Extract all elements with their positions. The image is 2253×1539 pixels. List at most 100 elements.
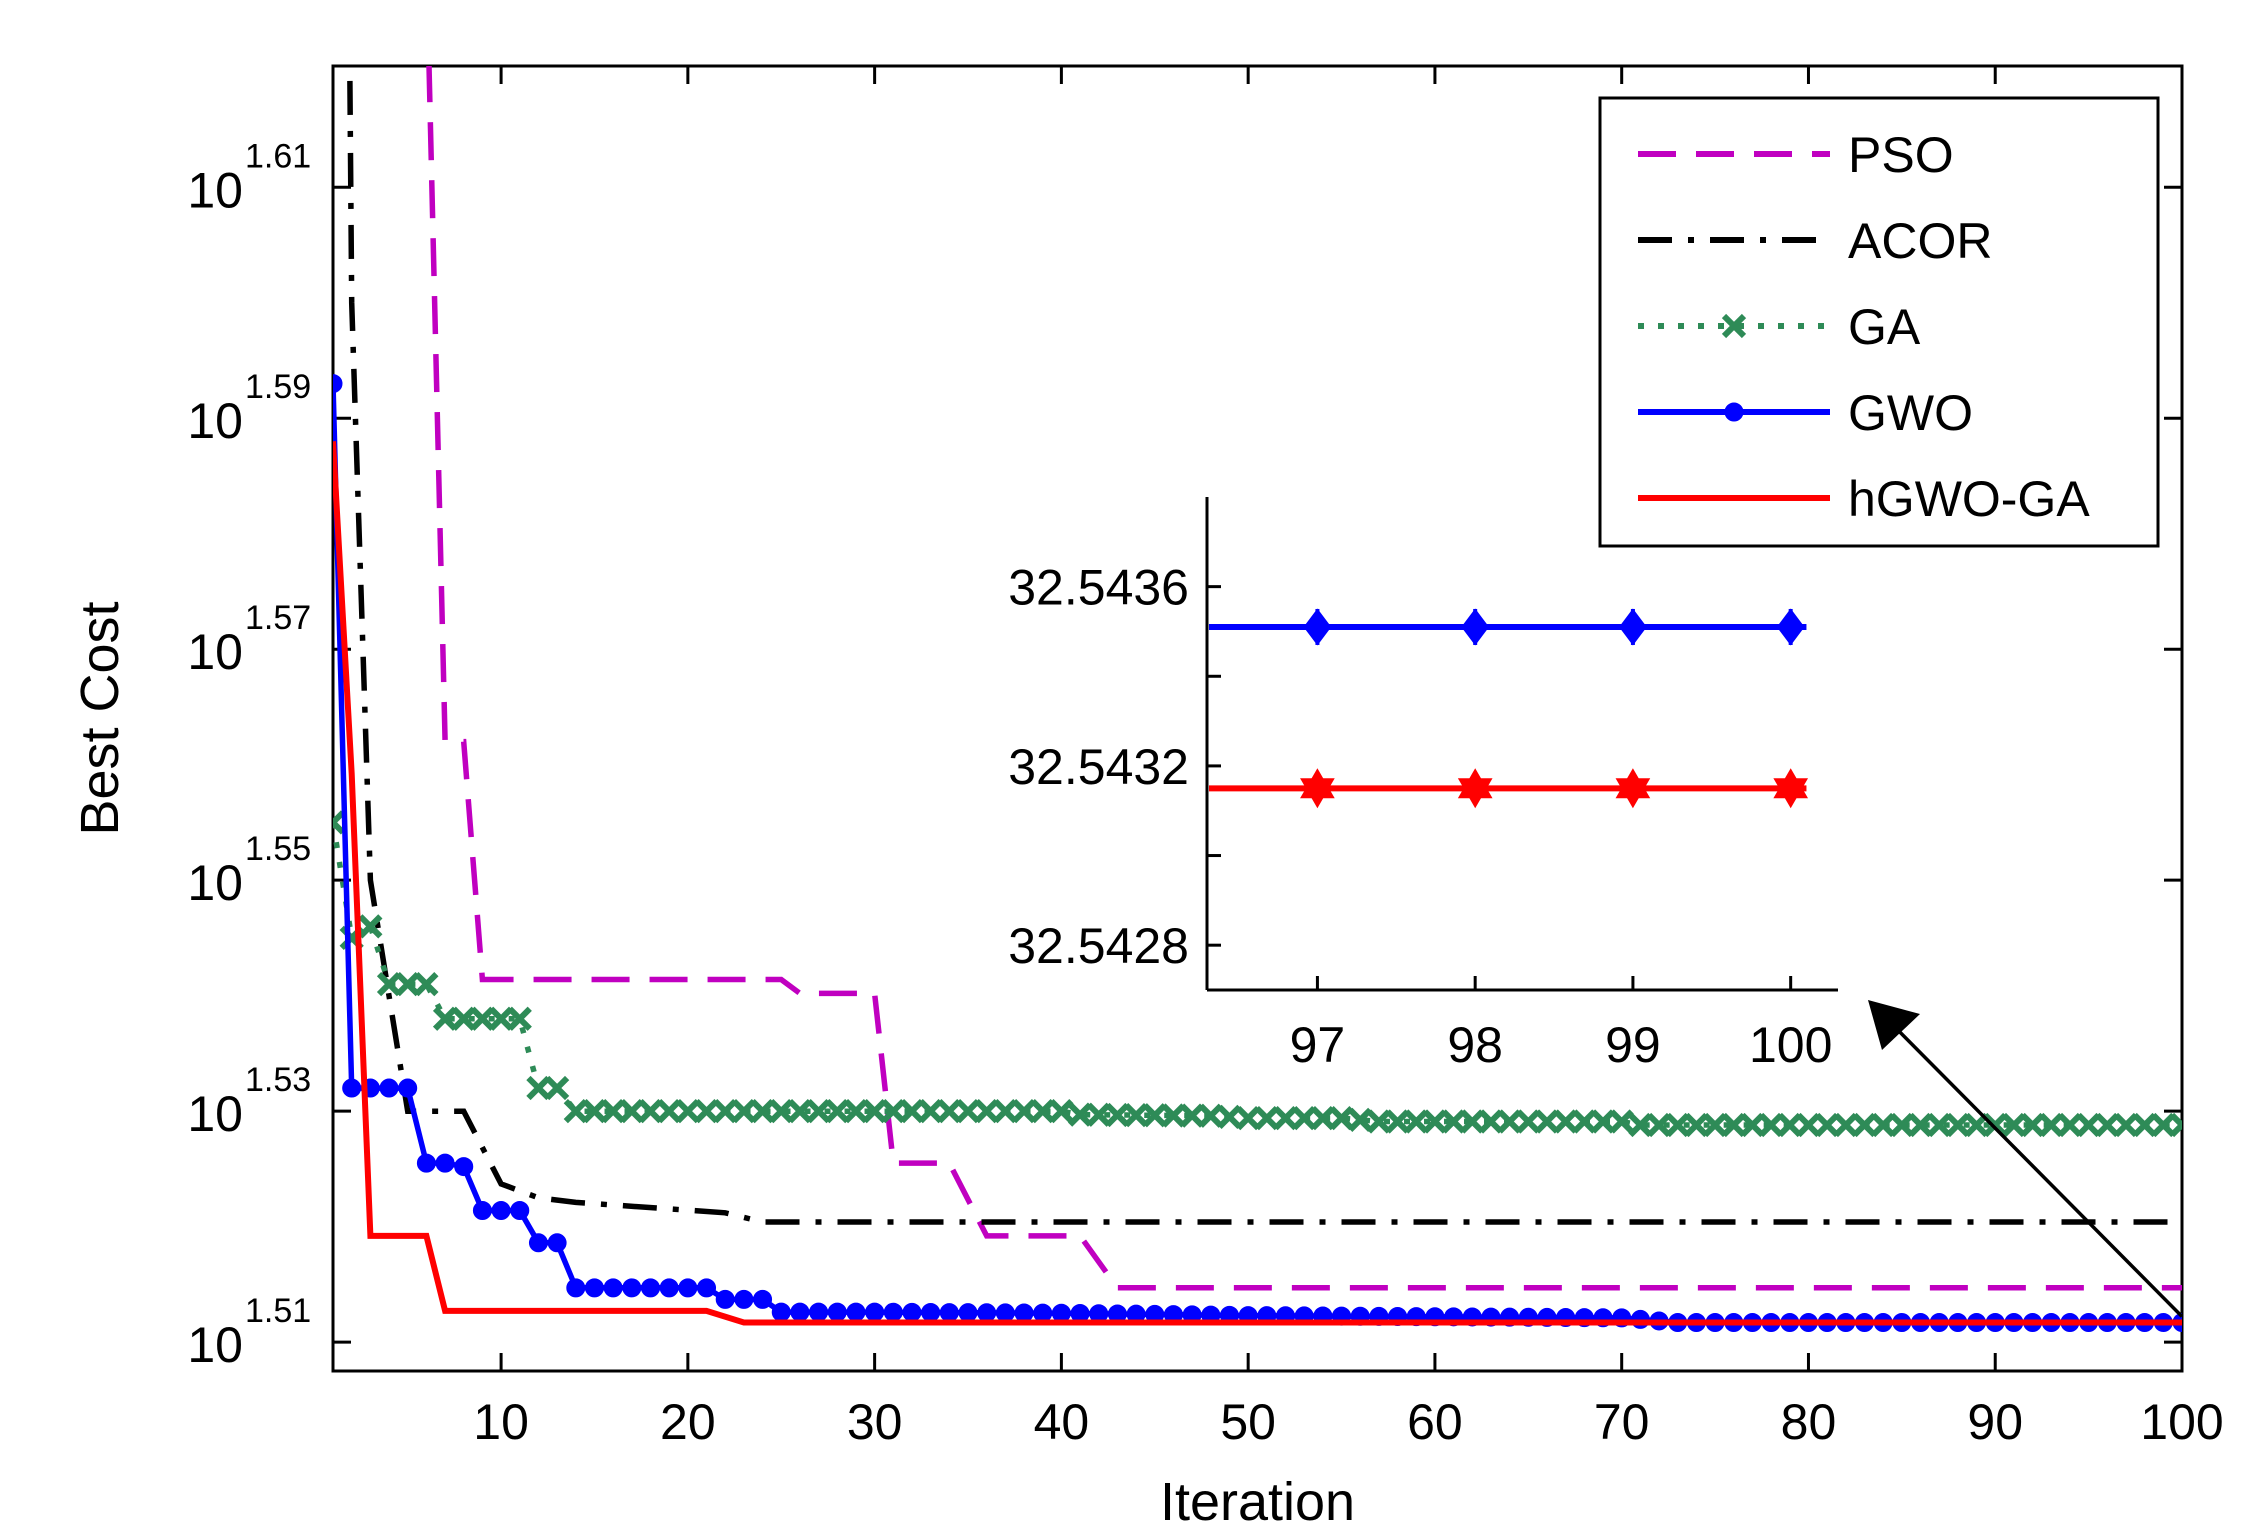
main-plot: 10 20 30 40 50 60 70 80 90 100101.51101.53101.551…: [70, 64, 2224, 1532]
series-marker-ga: [1180, 1103, 1205, 1128]
series-marker-gwo: [995, 1303, 1015, 1323]
inset-pointer-arrow: [1878, 1010, 2184, 1318]
series-marker-gwo: [510, 1200, 530, 1220]
series-marker-ga: [1030, 1099, 1055, 1124]
series-marker-ga: [1348, 1107, 1373, 1132]
series-marker-gwo: [939, 1303, 959, 1323]
series-marker-ga: [1702, 1112, 1728, 1138]
inset-x-tick-label: 100: [1749, 1017, 1832, 1073]
series-marker-gwo: [753, 1289, 773, 1309]
series-marker-ga: [899, 1099, 925, 1124]
series-line-pso: [426, 66, 2182, 1291]
series-marker-gwo: [1033, 1303, 1053, 1323]
series-marker-ga: [1441, 1109, 1466, 1134]
series-marker-ga: [2039, 1112, 2064, 1138]
series-marker-ga: [1983, 1112, 2008, 1138]
x-tick-label: 60: [1407, 1394, 1463, 1450]
series-marker-ga: [619, 1099, 644, 1124]
x-tick-label: 70: [1594, 1394, 1650, 1450]
series-marker-ga: [2132, 1112, 2157, 1138]
series-marker-gwo: [1630, 1309, 1650, 1329]
series-line-acor: [347, 66, 2182, 1225]
series-marker-gwo: [342, 1078, 362, 1098]
series-marker-gwo: [641, 1278, 661, 1298]
series-marker-gwo: [584, 1278, 604, 1298]
series-marker-ga: [395, 971, 420, 997]
series-marker-ga: [376, 971, 402, 997]
y-tick-label: 10: [187, 1086, 243, 1142]
series-marker-ga: [1404, 1109, 1429, 1134]
x-tick-label: 10: [473, 1394, 529, 1450]
y-tick-label: 10: [187, 393, 243, 449]
series-marker-gwo: [902, 1302, 922, 1322]
series-marker-ga: [2151, 1112, 2176, 1138]
series-marker-gwo: [333, 374, 343, 394]
series-marker-ga: [2095, 1112, 2120, 1138]
y-axis-label: Best Cost: [70, 601, 130, 835]
series-marker-ga: [862, 1099, 887, 1124]
series-marker-ga: [1049, 1099, 1074, 1124]
series-marker-ga: [2076, 1112, 2101, 1138]
series-marker-ga: [1142, 1103, 1167, 1128]
series-marker-gwo: [827, 1302, 847, 1322]
y-tick-label: 10: [187, 1317, 243, 1373]
series-marker-gwo: [454, 1157, 474, 1177]
series-marker-ga: [1310, 1105, 1335, 1131]
series-marker-gwo: [528, 1233, 548, 1253]
series-marker-ga: [526, 1075, 551, 1101]
series-marker-ga: [1086, 1102, 1111, 1127]
series-marker-ga: [1796, 1112, 1821, 1138]
series-marker-ga: [1329, 1105, 1354, 1131]
series-marker-ga: [2113, 1112, 2139, 1138]
series-marker-gwo: [715, 1289, 735, 1309]
inset-marker-hgwo-ga: [1457, 778, 1493, 809]
series-marker-ga: [1497, 1109, 1522, 1134]
series-marker-ga: [432, 1006, 458, 1031]
series-marker-gwo: [547, 1233, 567, 1253]
series-marker-ga: [1740, 1112, 1765, 1138]
series-marker-ga: [1067, 1102, 1093, 1127]
series-marker-ga: [1123, 1102, 1149, 1128]
inset-marker-hgwo-ga: [1773, 778, 1809, 809]
series-marker-ga: [563, 1099, 588, 1124]
legend-label-ga: GA: [1848, 299, 1921, 355]
series-marker-ga: [1105, 1102, 1130, 1128]
series-marker-gwo: [435, 1153, 455, 1173]
series-marker-gwo: [379, 1078, 399, 1098]
series-marker-ga: [1777, 1112, 1802, 1138]
legend: PSO ACOR GA GWO hGWO-GA: [1598, 96, 2160, 548]
series-marker-ga: [1721, 1112, 1746, 1138]
series-line-hgwo-ga: [333, 441, 2182, 1326]
main-axes-box: [331, 64, 2184, 1373]
legend-marker-gwo: [1724, 402, 1744, 422]
series-marker-ga: [731, 1099, 757, 1124]
series-marker-gwo: [771, 1302, 791, 1322]
series-marker-ga: [955, 1099, 981, 1124]
x-tick-label: 100: [2140, 1394, 2223, 1450]
series-marker-ga: [1534, 1109, 1560, 1134]
series-marker-ga: [993, 1099, 1018, 1124]
series-marker-ga: [544, 1075, 570, 1101]
series-marker-ga: [582, 1099, 607, 1124]
series-marker-ga: [1273, 1105, 1298, 1131]
series-marker-ga: [713, 1099, 738, 1124]
series-marker-ga: [1815, 1112, 1840, 1138]
series-marker-gwo: [883, 1302, 903, 1322]
series-marker-gwo: [865, 1302, 885, 1322]
y-tick-exponent: 1.53: [245, 1061, 311, 1099]
series-marker-ga: [1684, 1112, 1709, 1138]
series-marker-ga: [2057, 1112, 2083, 1138]
series-marker-ga: [787, 1099, 813, 1124]
series-marker-ga: [918, 1099, 943, 1124]
series-marker-ga: [1292, 1105, 1317, 1131]
y-tick-label: 10: [187, 624, 243, 680]
series-marker-gwo: [622, 1278, 642, 1298]
series-marker-ga: [1590, 1109, 1616, 1134]
legend-label-pso: PSO: [1848, 127, 1954, 183]
series-marker-ga: [694, 1099, 719, 1124]
legend-label-gwo: GWO: [1848, 385, 1973, 441]
series-marker-gwo: [1014, 1303, 1034, 1323]
main-series-group: [333, 66, 2182, 1332]
series-marker-gwo: [977, 1303, 997, 1323]
series-marker-ga: [507, 1006, 532, 1031]
